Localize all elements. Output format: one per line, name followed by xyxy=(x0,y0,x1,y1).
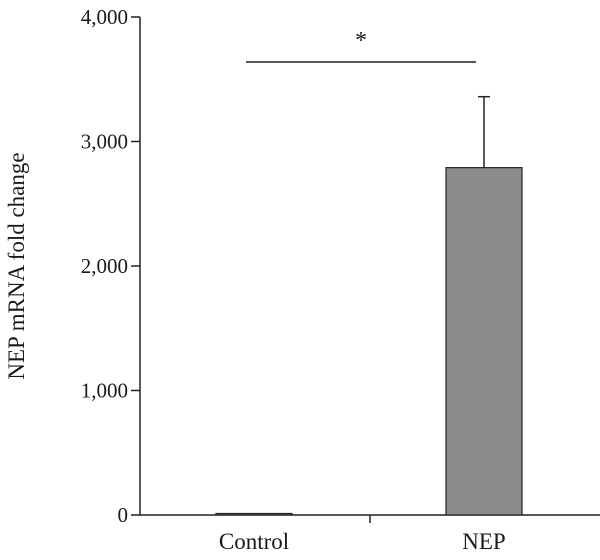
bar-control xyxy=(215,512,293,516)
y-tick-label: 0 xyxy=(118,503,129,527)
y-tick-label: 2,000 xyxy=(81,254,128,278)
bar-nep xyxy=(445,167,523,516)
significance-annotation: * xyxy=(246,28,476,63)
y-ticks: 0 1,000 2,000 3,000 4,000 xyxy=(81,5,140,527)
bars xyxy=(215,95,523,516)
y-tick-label: 3,000 xyxy=(81,130,128,154)
category-label: Control xyxy=(219,529,289,554)
category-labels: Control NEP xyxy=(219,529,506,554)
axes xyxy=(139,17,600,523)
category-label: NEP xyxy=(462,529,505,554)
y-tick-label: 4,000 xyxy=(81,5,128,29)
y-axis-title: NEP mRNA fold change xyxy=(4,152,29,379)
significance-star: * xyxy=(355,28,367,54)
y-tick-label: 1,000 xyxy=(81,379,128,403)
